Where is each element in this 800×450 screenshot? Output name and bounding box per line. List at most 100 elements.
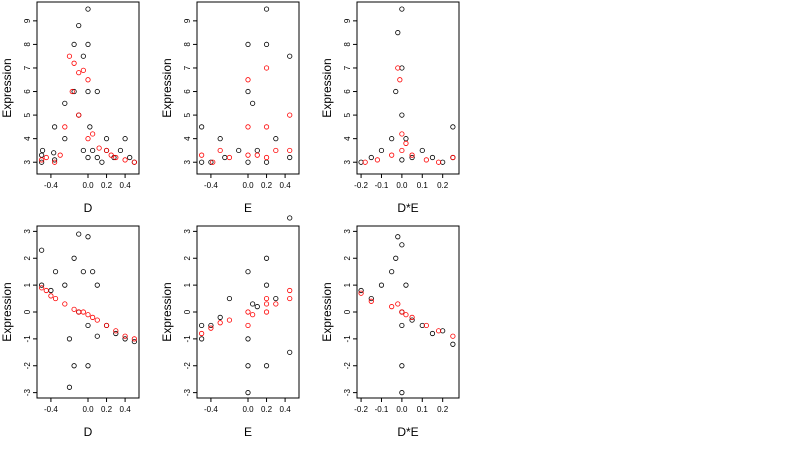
x-tick-label: -0.4 [44,405,58,414]
data-point [287,53,293,59]
data-point [199,336,205,342]
data-point [254,152,260,158]
data-point [117,147,124,154]
data-point [39,247,45,253]
data-point [39,282,45,288]
data-point [368,295,374,302]
data-point [113,328,119,334]
data-point [358,287,364,294]
data-point [287,295,293,302]
data-point [39,285,45,291]
data-point [48,287,54,294]
x-tick-label: 0.2 [101,405,113,414]
series-1 [39,231,137,390]
data-point [409,154,415,161]
data-point [403,136,409,142]
data-point [245,309,251,315]
data-point [399,131,405,137]
data-point [399,309,405,315]
y-tick-label: -1 [23,335,32,343]
panel-6: -0.2 -0.1 0.0 0.1 0.2 -3 -2 -1 0 1 2 3 D*E Expression [320,225,460,439]
data-point [66,336,73,342]
data-point [62,301,68,307]
y-tick-label: 7 [183,65,192,70]
data-point [113,330,119,337]
y-tick-label: 3 [183,159,192,164]
data-point [43,154,49,161]
data-point [62,136,68,142]
data-point [80,269,86,275]
plot-frame [196,1,300,175]
data-point [263,255,270,261]
data-point [39,147,46,154]
data-point [208,325,214,331]
data-point [71,88,77,95]
x-tick-label: 0.2 [261,181,273,190]
data-point [263,301,270,307]
data-point [62,282,68,288]
y-tick-label: -3 [343,389,352,397]
data-point [199,124,205,130]
data-point [71,363,77,369]
data-point [287,147,293,154]
data-point [103,147,110,154]
data-point [389,152,395,158]
data-point [399,157,405,163]
panel-3: -0.2 -0.1 0.0 0.1 0.2 3 4 5 6 7 8 9 D*E Expression [320,1,460,215]
data-point [76,231,82,237]
x-tick-label: -0.4 [44,181,58,190]
y-tick-label: -1 [183,335,192,343]
y-tick-label: 2 [343,255,352,260]
data-point [287,215,293,221]
data-point [250,312,256,318]
data-point [287,154,293,161]
data-point [208,322,214,329]
data-point [263,41,270,48]
series-1 [199,6,293,165]
y-tick-label: 6 [343,89,352,94]
data-point [374,157,380,163]
data-point [378,282,385,288]
data-point [250,301,256,307]
series-2 [199,65,293,165]
data-point [199,322,205,329]
x-tick-label: -0.1 [375,181,389,190]
data-point [122,136,128,142]
data-point [245,322,251,329]
y-tick-label: 7 [343,65,352,70]
y-tick-label: 3 [23,229,32,234]
data-point [245,336,251,342]
data-point [222,154,228,161]
x-tick-label: 0.2 [261,405,273,414]
data-point [287,349,293,355]
data-point [66,53,73,59]
x-tick-label: 0.4 [280,181,292,190]
panel-1: -0.4 0.0 0.2 0.4 3 4 5 6 7 8 9 D Expression [0,1,140,215]
data-point [66,384,73,390]
data-point [245,159,251,165]
panel-5: -0.4 0.0 0.2 0.4 -3 -2 -1 0 1 2 3 E Expression [160,215,300,439]
panel-2: -0.4 0.0 0.2 0.4 3 4 5 6 7 8 9 E Expression [160,1,300,215]
data-point [245,152,251,158]
data-point [131,338,137,345]
x-tick-label: 0.0 [396,405,408,414]
data-point [263,363,270,369]
x-axis-title: E [244,201,252,215]
data-point [71,60,77,66]
y-tick-label: -3 [183,389,192,397]
data-point [395,30,401,36]
data-point [39,152,45,158]
x-tick-label: -0.1 [375,405,389,414]
data-point [358,290,364,296]
data-point [245,124,251,130]
data-point [389,304,395,310]
series-2 [199,287,293,337]
x-tick-label: 0.0 [82,405,94,414]
data-point [90,269,96,275]
data-point [263,295,270,302]
data-point [245,390,251,396]
data-point [76,22,82,29]
data-point [80,67,86,73]
data-point [131,159,137,165]
